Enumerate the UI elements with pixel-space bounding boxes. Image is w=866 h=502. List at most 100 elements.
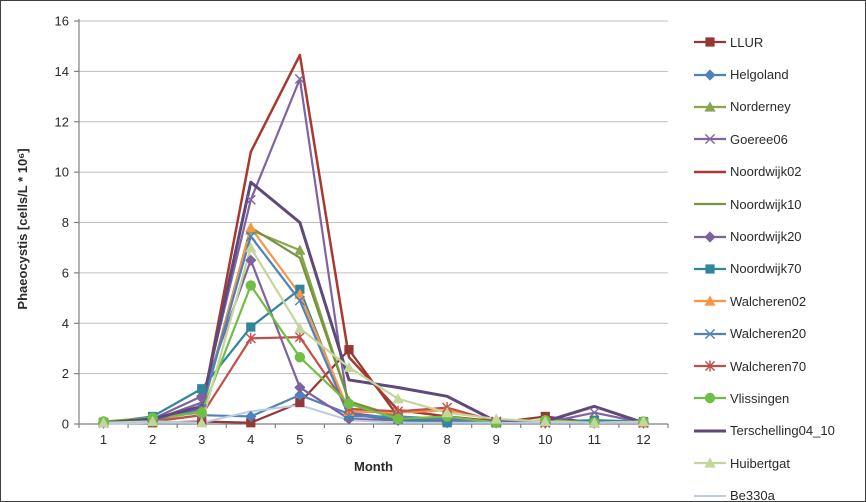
y-tick-label: 14 [55, 64, 69, 79]
legend-key-Walcheren02 [694, 295, 726, 306]
y-tick-label: 0 [62, 417, 69, 432]
marker-x [704, 328, 716, 339]
marker-asterisk [245, 332, 256, 344]
legend-item-Terschelling04_10: Terschelling04_10 [693, 415, 861, 447]
legend-key-Goeree06 [694, 134, 726, 145]
x-tick-label: 4 [247, 432, 254, 447]
marker-triangle [490, 413, 502, 424]
marker-diamond [294, 389, 306, 401]
marker-square [246, 322, 256, 332]
x-tick-label: 2 [149, 432, 156, 447]
series-line-Huibertgat [102, 246, 645, 424]
marker-diamond [245, 410, 257, 423]
series-line-Be330a [102, 404, 645, 425]
marker-circle [196, 407, 207, 418]
y-tick-label: 6 [62, 265, 69, 280]
legend-key-Noordwijk02 [694, 170, 726, 173]
marker-diamond [294, 381, 306, 394]
legend-item-Norderney: Norderney [693, 91, 861, 123]
x-tick-label: 9 [493, 432, 500, 447]
marker-x [245, 194, 256, 205]
legend-label: Noordwijk70 [730, 261, 802, 277]
marker-triangle [588, 417, 600, 428]
legend-item-Walcheren20: Walcheren20 [693, 318, 861, 350]
legend-label: LLUR [730, 34, 764, 50]
legend-item-Goeree06: Goeree06 [693, 123, 861, 155]
marker-asterisk [294, 331, 305, 343]
marker-x [343, 411, 355, 422]
y-tick-label: 16 [55, 14, 69, 29]
series-line-Terschelling04_10 [102, 180, 645, 425]
legend-key-Noordwijk20 [694, 230, 726, 243]
x-tick-label: 7 [394, 432, 401, 447]
legend-item-Noordwijk70: Noordwijk70 [693, 253, 861, 285]
marker-x [704, 134, 716, 145]
marker-diamond [704, 230, 716, 243]
series-line-Walcheren02 [102, 226, 645, 424]
legend-key-LLUR [694, 37, 726, 47]
legend-key-Helgoland [694, 68, 726, 81]
legend-label: Walcheren70 [730, 358, 807, 374]
marker-diamond [196, 390, 208, 402]
legend-label: Noordwijk02 [730, 164, 802, 180]
legend-item-Walcheren70: Walcheren70 [693, 350, 861, 382]
legend-item-Noordwijk20: Noordwijk20 [693, 220, 861, 252]
marker-triangle [97, 417, 110, 428]
marker-triangle [196, 417, 208, 428]
marker-triangle [147, 415, 159, 427]
legend-item-Huibertgat: Huibertgat [693, 447, 861, 479]
marker-square [295, 397, 305, 408]
legend-item-Walcheren02: Walcheren02 [693, 285, 861, 317]
marker-square [344, 345, 354, 355]
marker-triangle [637, 415, 650, 427]
legend-key-Be330a [694, 494, 726, 497]
legend-key-Walcheren70 [694, 360, 726, 372]
marker-circle [294, 352, 306, 363]
legend-label: Be330a [730, 488, 775, 502]
x-tick-label: 6 [345, 432, 352, 447]
marker-circle [245, 280, 256, 291]
legend-label: Noordwijk10 [730, 196, 802, 212]
legend-item-Helgoland: Helgoland [693, 58, 861, 90]
x-tick-label: 5 [296, 432, 303, 447]
marker-triangle [704, 457, 716, 468]
x-tick-label: 8 [444, 432, 451, 447]
marker-triangle [704, 101, 716, 112]
legend: LLUR Helgoland Norderney Goeree06 Noordwijk0… [693, 26, 861, 502]
series-line-Goeree06 [102, 77, 645, 424]
x-tick-label: 3 [198, 432, 205, 447]
marker-circle [704, 393, 716, 404]
legend-key-Walcheren20 [694, 328, 726, 339]
x-tick-label: 11 [588, 432, 602, 447]
marker-triangle [704, 295, 716, 306]
y-tick-label: 12 [55, 114, 69, 129]
legend-key-Vlissingen [694, 393, 726, 404]
marker-diamond [245, 254, 257, 266]
legend-key-Huibertgat [694, 457, 726, 468]
marker-triangle [539, 415, 551, 427]
y-tick-label: 10 [55, 165, 69, 180]
legend-label: Walcheren20 [730, 326, 807, 342]
legend-item-Noordwijk10: Noordwijk10 [693, 188, 861, 220]
x-axis-title: Month [354, 459, 393, 474]
legend-label: Terschelling04_10 [730, 423, 835, 439]
marker-triangle [343, 361, 355, 372]
marker-triangle [245, 242, 257, 253]
legend-key-Noordwijk10 [694, 203, 726, 206]
y-tick-label: 8 [62, 215, 69, 230]
y-axis-title: Phaeocystis [cells/L * 10⁶] [15, 148, 30, 310]
legend-label: Vlissingen [730, 390, 790, 406]
y-tick-label: 2 [62, 366, 69, 381]
legend-label: Noordwijk20 [730, 229, 802, 245]
marker-triangle [294, 322, 306, 333]
series-line-Noordwijk02 [102, 53, 645, 424]
marker-triangle [245, 221, 257, 233]
x-tick-label: 10 [538, 432, 552, 447]
marker-square [705, 37, 715, 47]
legend-key-Terschelling04_10 [694, 429, 726, 433]
marker-triangle [392, 393, 404, 404]
marker-x [245, 231, 256, 242]
marker-circle [343, 398, 355, 410]
